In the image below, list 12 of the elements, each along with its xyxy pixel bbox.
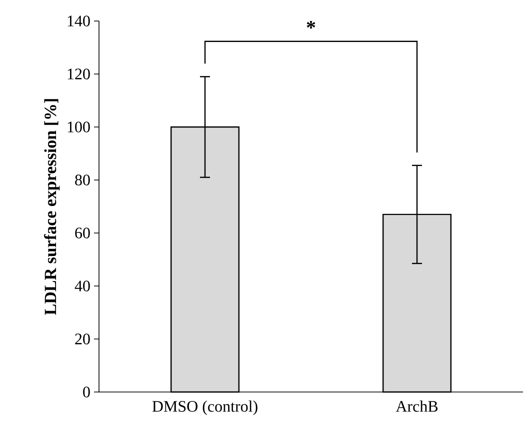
- y-axis-title: LDLR surface expression [%]: [44, 99, 60, 315]
- y-tick-label: 60: [75, 228, 90, 238]
- y-tick-label: 0: [83, 386, 90, 398]
- y-tick-label: 40: [74, 280, 90, 292]
- annotation: *: [306, 20, 316, 29]
- x-tick-label: ArchB: [396, 400, 438, 412]
- y-tick-label: 100: [68, 122, 90, 132]
- y-tick-label: 20: [75, 334, 90, 344]
- y-tick-label: 140: [68, 16, 90, 26]
- x-tick-label: DMSO (control): [152, 400, 258, 416]
- y-tick-label: 80: [75, 174, 90, 186]
- y-tick-label: 120: [68, 68, 90, 80]
